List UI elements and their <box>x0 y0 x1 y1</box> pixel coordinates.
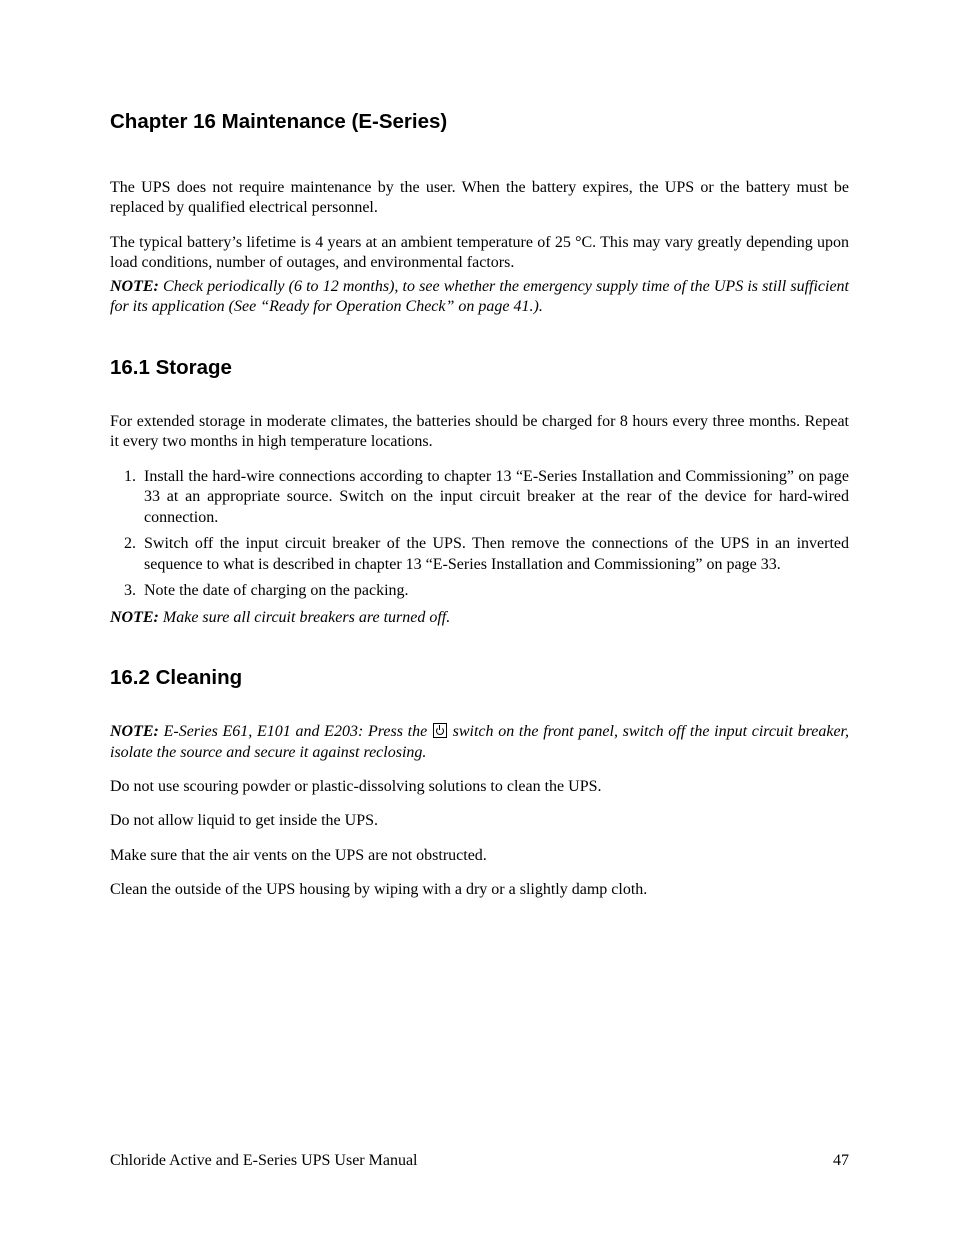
body-paragraph: Do not allow liquid to get inside the UP… <box>110 811 849 831</box>
note-body: Check periodically (6 to 12 months), to … <box>110 278 849 315</box>
note-label: NOTE: <box>110 609 159 626</box>
list-item: Note the date of charging on the packing… <box>140 581 849 601</box>
note-paragraph: NOTE: Check periodically (6 to 12 months… <box>110 277 849 318</box>
body-paragraph: The typical battery’s lifetime is 4 year… <box>110 233 849 274</box>
list-item: Switch off the input circuit breaker of … <box>140 534 849 575</box>
body-paragraph: The UPS does not require maintenance by … <box>110 178 849 219</box>
note-body: Make sure all circuit breakers are turne… <box>159 609 450 626</box>
body-paragraph: Do not use scouring powder or plastic-di… <box>110 777 849 797</box>
note-label: NOTE: <box>110 723 159 740</box>
ordered-list: Install the hard-wire connections accord… <box>110 467 849 602</box>
section-title-cleaning: 16.2 Cleaning <box>110 666 849 690</box>
body-paragraph: For extended storage in moderate climate… <box>110 412 849 453</box>
body-paragraph: Make sure that the air vents on the UPS … <box>110 846 849 866</box>
body-paragraph: Clean the outside of the UPS housing by … <box>110 880 849 900</box>
page-number: 47 <box>833 1152 849 1170</box>
power-switch-icon <box>433 723 447 738</box>
section-title-storage: 16.1 Storage <box>110 356 849 380</box>
note-label: NOTE: <box>110 278 159 295</box>
chapter-title: Chapter 16 Maintenance (E-Series) <box>110 110 849 134</box>
page-footer: Chloride Active and E-Series UPS User Ma… <box>110 1152 849 1170</box>
list-item: Install the hard-wire connections accord… <box>140 467 849 528</box>
footer-title: Chloride Active and E-Series UPS User Ma… <box>110 1152 418 1170</box>
note-body-pre: E-Series E61, E101 and E203: Press the <box>159 723 432 740</box>
note-paragraph: NOTE: Make sure all circuit breakers are… <box>110 608 849 628</box>
page-content: Chapter 16 Maintenance (E-Series) The UP… <box>110 110 849 1170</box>
note-paragraph: NOTE: E-Series E61, E101 and E203: Press… <box>110 722 849 763</box>
